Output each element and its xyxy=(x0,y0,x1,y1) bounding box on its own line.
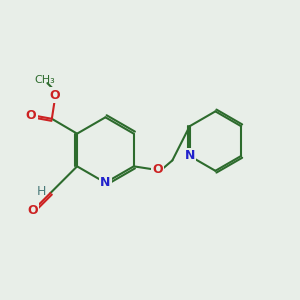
Text: O: O xyxy=(152,163,163,176)
Text: O: O xyxy=(27,204,38,218)
Text: O: O xyxy=(50,88,60,101)
Text: CH₃: CH₃ xyxy=(34,75,55,85)
Text: O: O xyxy=(26,109,36,122)
Text: N: N xyxy=(100,176,111,189)
Text: H: H xyxy=(37,185,46,198)
Text: N: N xyxy=(184,149,195,162)
